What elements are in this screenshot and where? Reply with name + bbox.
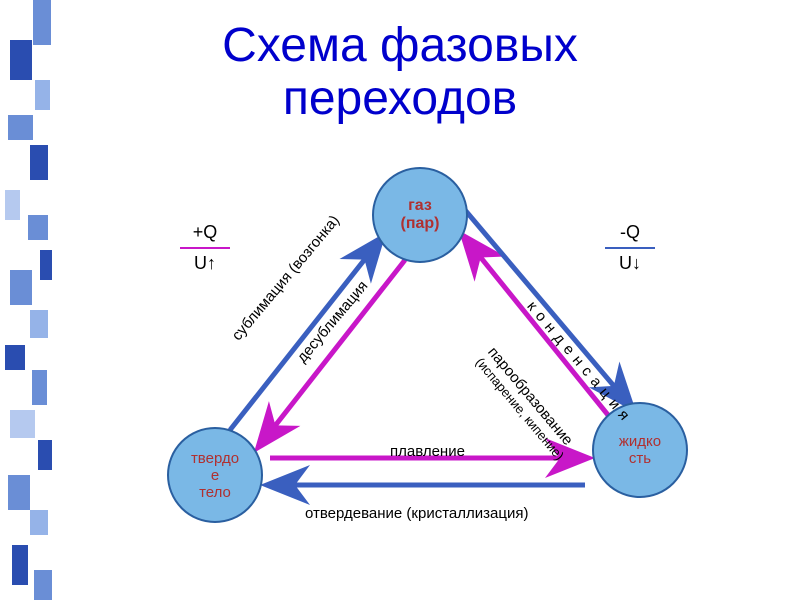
node-liquid-label2: сть [629, 450, 651, 467]
label-desublimation: десублимация [293, 278, 371, 366]
label-vaporization: парообразование (испарение, кипение) [473, 344, 580, 463]
node-gas-label2: (пар) [401, 215, 440, 233]
node-solid-label1: твердо [191, 450, 239, 467]
label-solidification: отвердевание (кристаллизация) [305, 505, 528, 522]
heat-right-u: U↓ [605, 251, 655, 276]
node-solid-label2: е [211, 467, 219, 484]
heat-label-left: +Q U↑ [180, 220, 230, 276]
heat-left-line [180, 247, 230, 249]
heat-right-q: -Q [605, 220, 655, 245]
node-gas: газ (пар) [372, 167, 468, 263]
heat-right-line [605, 247, 655, 249]
node-liquid-label1: жидко [619, 433, 661, 450]
heat-left-q: +Q [180, 220, 230, 245]
node-solid-label3: тело [199, 484, 231, 501]
node-liquid: жидко сть [592, 402, 688, 498]
heat-label-right: -Q U↓ [605, 220, 655, 276]
heat-left-u: U↑ [180, 251, 230, 276]
node-solid: твердо е тело [167, 427, 263, 523]
phase-diagram: газ (пар) твердо е тело жидко сть +Q U↑ … [0, 0, 800, 600]
node-gas-label1: газ [408, 197, 432, 215]
label-melting: плавление [390, 443, 465, 460]
